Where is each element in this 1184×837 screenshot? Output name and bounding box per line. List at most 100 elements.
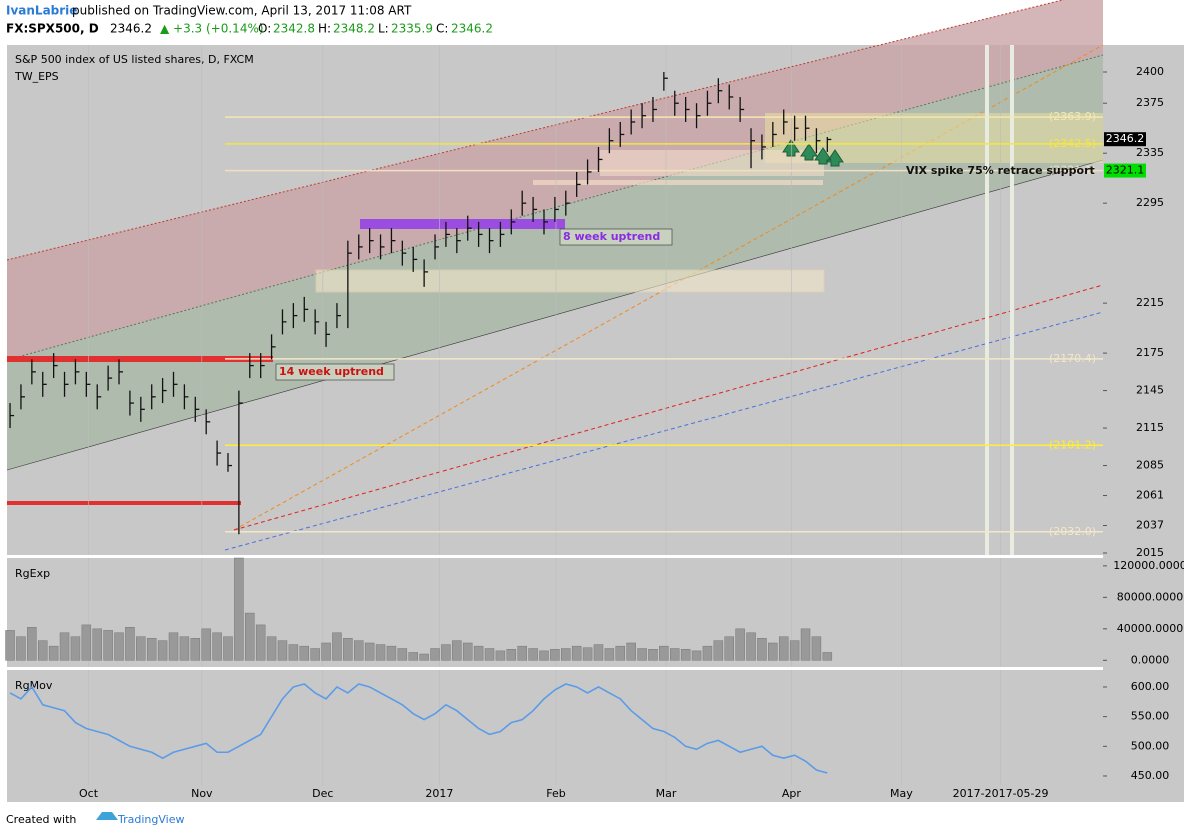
bar <box>822 652 833 661</box>
x-tick-label: 2017 <box>425 787 453 800</box>
channel-top <box>6 0 1065 261</box>
y-tick-label: 2175 <box>1136 346 1164 359</box>
bar <box>528 648 538 661</box>
bar <box>37 640 48 661</box>
time-axis <box>7 785 1103 802</box>
bar <box>593 644 604 661</box>
change: ▲ +3.3 (+0.14%) <box>160 22 264 36</box>
bar <box>648 649 658 661</box>
h-label: H: <box>318 22 331 36</box>
bar <box>332 632 342 661</box>
x-tick-label: May <box>890 787 913 800</box>
pane-title: S&P 500 index of US listed shares, D, FX… <box>15 53 254 66</box>
trend-red <box>233 284 1104 531</box>
bar <box>310 648 320 661</box>
bar <box>125 627 135 661</box>
close: 2346.2 <box>451 22 493 36</box>
zone-purple <box>360 219 565 229</box>
bar <box>5 630 15 661</box>
author[interactable]: IvanLabrie <box>6 4 77 18</box>
bar <box>201 628 211 661</box>
pane-title: RgExp <box>15 567 50 580</box>
trend-blue <box>224 311 1104 551</box>
x-tick-label: 2017-2017-05-29 <box>953 787 1049 800</box>
y-tick-label: 2295 <box>1136 196 1164 209</box>
bar <box>397 648 408 661</box>
bar <box>48 645 59 661</box>
bar <box>288 644 299 661</box>
bar <box>190 638 201 661</box>
y-tick-label: 550.00 <box>1131 710 1170 723</box>
annotation: VIX spike 75% retrace support <box>906 164 1095 177</box>
y-tick-label: 2375 <box>1136 96 1164 109</box>
high: 2348.2 <box>333 22 375 36</box>
bar <box>571 645 582 661</box>
bar <box>473 645 484 661</box>
y-tick-label: 2400 <box>1136 65 1164 78</box>
bar <box>343 638 353 661</box>
bar <box>670 648 680 661</box>
bar <box>441 644 451 661</box>
y-tick-label: 2037 <box>1136 519 1164 532</box>
bar <box>27 627 37 661</box>
low: 2335.9 <box>391 22 433 36</box>
bar <box>680 649 691 661</box>
bar <box>136 636 146 661</box>
price-tag <box>1104 163 1146 178</box>
y-tick-label: 600.00 <box>1131 680 1170 693</box>
x-tick-label: Nov <box>191 787 213 800</box>
bar <box>157 640 168 661</box>
bar <box>637 648 647 661</box>
bar <box>702 645 713 661</box>
bar <box>255 624 266 661</box>
brand[interactable]: TradingView <box>117 813 184 826</box>
y-tick-label: 40000.0000 <box>1117 622 1183 635</box>
last: 2346.2 <box>110 22 152 36</box>
x-tick-label: Dec <box>312 787 333 800</box>
bar <box>789 640 800 661</box>
y-tick-label: 2145 <box>1136 384 1164 397</box>
y-tick-label: 450.00 <box>1131 769 1170 782</box>
y-tick-label: 2085 <box>1136 459 1164 472</box>
bar <box>462 642 473 661</box>
bar <box>561 648 571 661</box>
zone <box>315 269 825 293</box>
bar <box>81 624 92 661</box>
bar <box>266 636 277 661</box>
bar <box>495 650 506 661</box>
bar <box>299 645 310 661</box>
rgmov-pane <box>7 670 1103 785</box>
bar <box>452 640 462 661</box>
level-label: (2032.0) <box>1049 525 1096 538</box>
vline <box>985 45 989 555</box>
level-label: (2321.1) <box>1049 164 1096 177</box>
symbol: FX:SPX500, D <box>6 22 99 36</box>
bar <box>245 612 255 661</box>
rgexp-pane <box>7 558 1103 667</box>
bar <box>778 636 789 661</box>
y-tick-label: 120000.0000 <box>1113 559 1184 572</box>
pane-subtitle: TW_EPS <box>14 70 59 83</box>
vline <box>1010 45 1014 555</box>
price-tag <box>1104 132 1146 147</box>
bar <box>811 636 822 661</box>
pane-title: RgMov <box>15 679 53 692</box>
bar <box>757 638 767 661</box>
bar <box>234 557 244 661</box>
logo <box>96 812 118 820</box>
y-tick-label: 2015 <box>1136 546 1164 559</box>
bar <box>408 652 418 661</box>
bar <box>484 648 495 661</box>
bar <box>691 650 702 661</box>
bar <box>659 645 669 661</box>
bar <box>735 628 745 661</box>
bar <box>386 645 397 661</box>
published: published on TradingView.com, April 13, … <box>72 4 412 18</box>
bar <box>103 630 113 661</box>
bar <box>277 640 288 661</box>
bar <box>800 628 811 661</box>
x-tick-label: Apr <box>782 787 802 800</box>
l-label: L: <box>378 22 389 36</box>
bar <box>550 649 560 661</box>
